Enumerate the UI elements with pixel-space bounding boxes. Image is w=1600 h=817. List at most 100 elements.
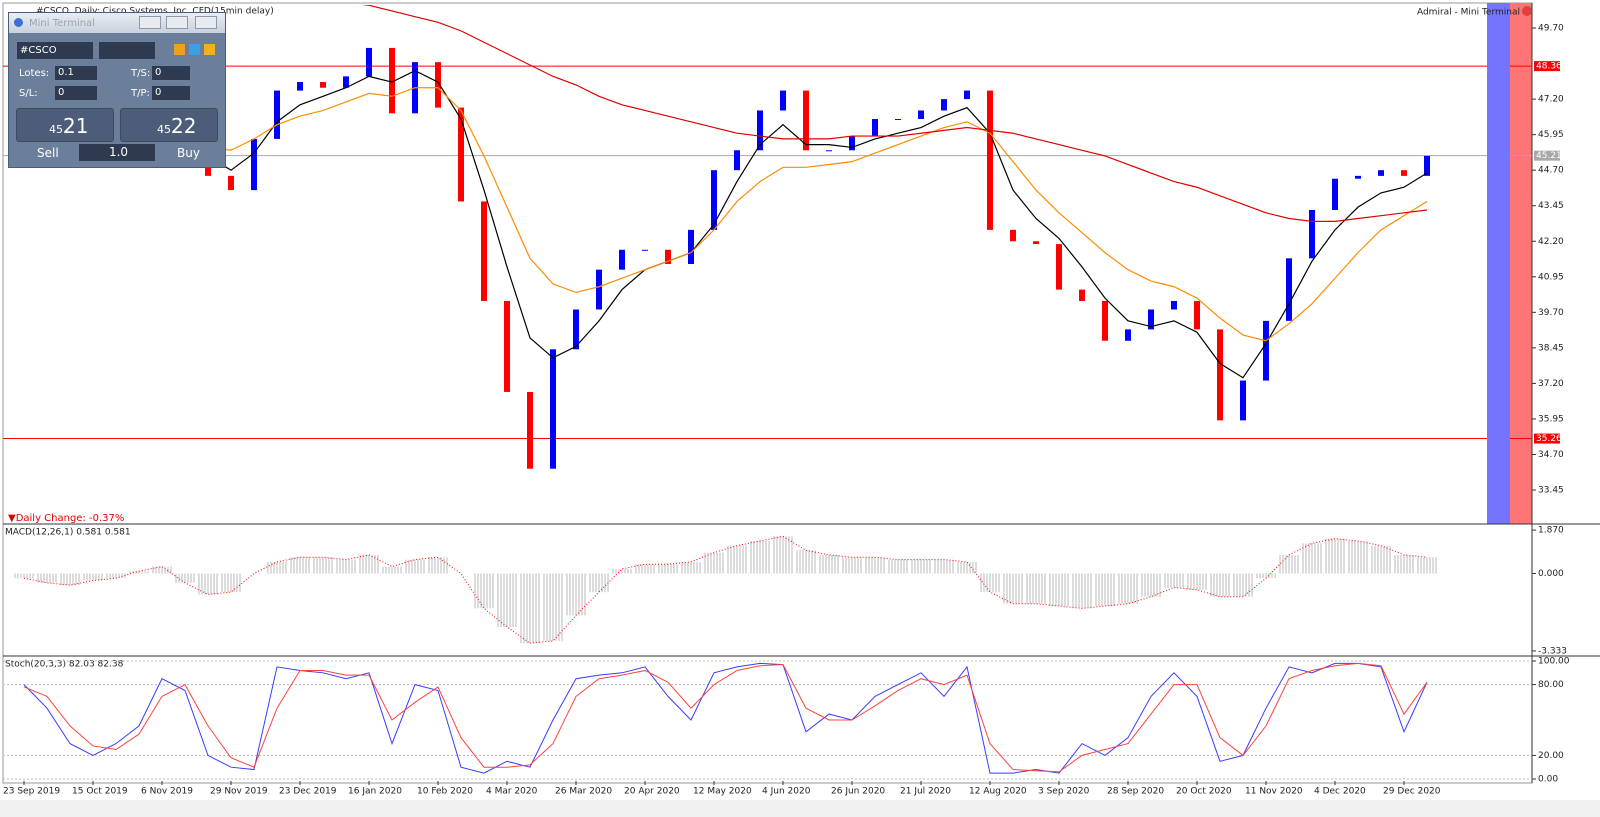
x-tick-label: 15 Oct 2019 — [72, 787, 128, 797]
restore-button[interactable] — [166, 16, 188, 29]
candle — [1309, 209, 1315, 259]
x-tick-label: 26 Jun 2020 — [831, 787, 885, 797]
settings-icon[interactable] — [189, 44, 200, 55]
candle — [1263, 320, 1269, 381]
x-tick-label: 20 Oct 2020 — [1176, 787, 1232, 797]
candle — [205, 161, 211, 176]
candle — [435, 62, 441, 108]
buy-price-button[interactable]: 45. 22 — [120, 108, 218, 142]
sl-input[interactable]: 0 — [55, 86, 97, 100]
y-tick-label: 38.45 — [1538, 343, 1564, 353]
x-tick-label: 23 Dec 2019 — [279, 787, 337, 797]
x-tick-label: 10 Feb 2020 — [417, 787, 473, 797]
volume: 1.0 — [108, 145, 129, 159]
ts-label: T/S: — [131, 68, 151, 79]
candle — [987, 90, 993, 230]
candle — [1217, 329, 1223, 421]
candle — [504, 300, 510, 392]
y-tick-label: 0.00 — [1538, 774, 1558, 784]
macd-title: MACD(12,26,1) 0.581 0.581 — [5, 528, 131, 538]
tp-label: T/P: — [131, 88, 150, 99]
ts: 0 — [155, 67, 162, 78]
daily-change: ▼Daily Change: -0.37% — [8, 513, 124, 524]
volume-input[interactable]: 1.0 — [79, 144, 155, 161]
macd-plot — [14, 535, 1437, 644]
x-tick-label: 12 May 2020 — [693, 787, 752, 797]
y-tick-label: 44.70 — [1538, 166, 1564, 176]
lots-input[interactable]: 0.1 — [55, 66, 97, 80]
candle — [1125, 329, 1131, 341]
candle — [527, 391, 533, 469]
x-tick-label: 23 Sep 2019 — [3, 787, 60, 797]
candle — [1079, 289, 1085, 301]
lots: 0.1 — [58, 67, 74, 78]
y-tick-label: 33.45 — [1538, 486, 1564, 496]
candle — [481, 201, 487, 301]
x-tick-label: 16 Jan 2020 — [348, 787, 402, 797]
settings-icon[interactable] — [204, 44, 215, 55]
candle — [458, 107, 464, 202]
candle — [619, 249, 625, 270]
candle — [1240, 380, 1246, 421]
y-tick-label: 49.70 — [1538, 24, 1564, 34]
candle — [573, 309, 579, 350]
x-tick-label: 26 Mar 2020 — [555, 787, 612, 797]
candle — [803, 90, 809, 151]
sell-price-button[interactable]: 45. 21 — [16, 108, 114, 142]
stoch-title: Stoch(20,3,3) 82.03 82.38 — [5, 660, 124, 670]
candle — [343, 76, 349, 88]
candle — [757, 110, 763, 151]
close-icon[interactable] — [1522, 6, 1532, 16]
blue-band — [1487, 3, 1510, 524]
candle — [228, 175, 234, 191]
signal-line — [23, 535, 1428, 644]
symbol-select[interactable]: #CSCO — [17, 42, 93, 59]
candle — [1056, 244, 1062, 290]
candle — [1148, 309, 1154, 330]
candle — [297, 82, 303, 91]
tp: 0 — [155, 87, 162, 98]
minimize-button[interactable] — [139, 16, 161, 29]
buy-price-head: 45. — [157, 123, 175, 136]
price-label-box — [1534, 150, 1560, 161]
axes: 49.70 47.20 45.95 44.70 43.45 42.20 40.95 39.70… — [3, 24, 1570, 797]
candle — [1010, 229, 1016, 242]
x-tick-label: 21 Jul 2020 — [900, 787, 951, 797]
candle — [826, 150, 832, 152]
candle — [320, 82, 326, 88]
candle — [1286, 258, 1292, 321]
symbol: #CSCO — [20, 45, 57, 56]
ts-input[interactable]: 0 — [152, 66, 190, 80]
x-tick-label: 20 Apr 2020 — [624, 787, 680, 797]
x-tick-label: 28 Sep 2020 — [1107, 787, 1164, 797]
candle — [918, 110, 924, 120]
broker-label: Admiral - Mini Terminal — [1417, 8, 1520, 18]
x-tick-label: 29 Dec 2020 — [1383, 787, 1441, 797]
buy-price-tail: 22 — [171, 114, 197, 138]
candle — [1171, 300, 1177, 310]
close-button[interactable] — [195, 16, 217, 29]
y-tick-label: 43.45 — [1538, 201, 1564, 211]
x-tick-label: 3 Sep 2020 — [1038, 787, 1090, 797]
candle — [964, 90, 970, 100]
y-tick-label: 80.00 — [1538, 680, 1564, 690]
y-tick-label: 35.95 — [1538, 414, 1564, 424]
mini-terminal: Mini Terminal #CSCO Lotes: 0.1 T/S: 0 S/… — [8, 12, 226, 168]
buy-button[interactable]: Buy — [177, 146, 200, 160]
y-tick-label: 20.00 — [1538, 751, 1564, 761]
sell-button[interactable]: Sell — [37, 146, 59, 160]
tp-input[interactable]: 0 — [152, 86, 190, 100]
x-tick-label: 29 Nov 2019 — [210, 787, 268, 797]
candle — [895, 119, 901, 121]
x-tick-label: 4 Dec 2020 — [1314, 787, 1366, 797]
settings-icon[interactable] — [174, 44, 185, 55]
candle — [1194, 300, 1200, 330]
candle — [711, 170, 717, 230]
y-tick-label: 42.20 — [1538, 237, 1564, 247]
candle — [642, 249, 648, 251]
lots-label: Lotes: — [19, 68, 50, 79]
candle — [849, 136, 855, 151]
price-label: 35.26 — [1536, 434, 1562, 444]
